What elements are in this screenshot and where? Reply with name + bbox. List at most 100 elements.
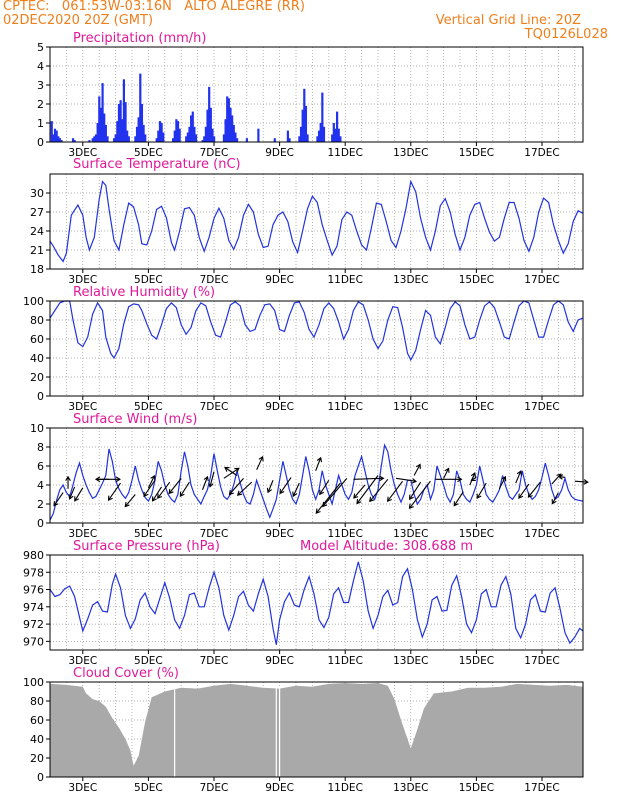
- precip-bar: [273, 138, 276, 142]
- wind-arrow: [443, 468, 450, 479]
- precip-bar: [142, 124, 145, 142]
- wind-arrow-head: [124, 502, 130, 508]
- precip-bar: [319, 123, 322, 142]
- precip-bar: [126, 130, 129, 142]
- temp-frame: [49, 173, 584, 270]
- precip-xtick-label: 11DEC: [327, 147, 362, 159]
- precip-bar: [336, 111, 339, 142]
- wind-arrow: [353, 484, 366, 499]
- precip-bar: [224, 119, 227, 142]
- precip-ytick-label: 1: [37, 117, 44, 130]
- wind-arrow-head: [411, 478, 418, 484]
- wind-xtick-label: 13DEC: [393, 528, 428, 540]
- pres-plot-area: [50, 555, 583, 650]
- cloud-panel: [46, 681, 584, 781]
- precip-bar: [194, 134, 198, 142]
- pres-title: Surface Pressure (hPa): [73, 539, 220, 554]
- rh-xtick-label: 3DEC: [68, 401, 97, 413]
- wind-arrow-head: [65, 475, 71, 481]
- wind-xtick-label: 9DEC: [265, 528, 294, 540]
- wind-arrow-head: [266, 487, 273, 494]
- wind-arrow-head: [527, 492, 533, 498]
- pres-panel: [46, 554, 584, 654]
- cloud-xtick-label: 11DEC: [327, 782, 362, 794]
- wind-arrow-head: [501, 475, 507, 482]
- wind-arrow: [229, 477, 244, 495]
- precip-bar: [93, 136, 96, 142]
- precip-bar: [114, 134, 117, 142]
- wind-arrow-head: [208, 482, 214, 488]
- wind-arrow: [237, 481, 253, 496]
- precip-bar: [106, 136, 109, 142]
- precip-bar: [140, 104, 144, 142]
- wind-plot-area: [50, 428, 583, 523]
- rh-xtick-label: 11DEC: [327, 401, 362, 413]
- wind-arrow-head: [279, 488, 285, 495]
- precip-bar: [304, 105, 308, 142]
- wind-arrow: [476, 482, 487, 499]
- temp-xtick-label: 9DEC: [265, 274, 294, 286]
- wind-arrow: [267, 480, 274, 493]
- precip-bar: [188, 126, 191, 142]
- wind-arrow-head: [470, 476, 476, 481]
- rh-ytick-label: 0: [37, 390, 44, 403]
- precip-bar: [52, 134, 55, 142]
- temp-plot-area: [50, 174, 583, 269]
- temp-xtick-label: 7DEC: [200, 274, 229, 286]
- pres-xtick-label: 15DEC: [459, 655, 494, 667]
- wind-arrow-head: [457, 476, 463, 483]
- precip-xtick-label: 9DEC: [265, 147, 294, 159]
- precip-bar: [321, 92, 324, 142]
- precip-ytick-label: 3: [37, 79, 44, 92]
- wind-arrow: [322, 477, 348, 507]
- rh-series-line: [49, 300, 584, 362]
- cloud-ytick-label: 100: [23, 676, 44, 689]
- precip-bar: [124, 102, 127, 142]
- precip-bar: [332, 123, 335, 142]
- precip-bar: [144, 134, 147, 142]
- pres-xtick-label: 9DEC: [265, 655, 294, 667]
- precip-bar: [257, 128, 260, 142]
- wind-arrow: [209, 471, 215, 487]
- header-location: CPTEC: 061:53W-03:16N ALTO ALEGRE (RR): [3, 0, 305, 14]
- wind-arrow-head: [444, 467, 450, 473]
- wind-arrow: [551, 492, 559, 504]
- precip-bar: [112, 138, 116, 142]
- wind-ytick-label: 4: [37, 479, 44, 492]
- precip-bar: [137, 117, 140, 142]
- precip-bar: [204, 126, 207, 142]
- wind-arrow: [168, 478, 182, 494]
- precip-bar: [232, 124, 235, 142]
- precip-bar: [96, 123, 99, 142]
- wind-arrow-head: [516, 470, 522, 476]
- temp-ytick-label: 27: [30, 206, 44, 219]
- wind-ytick-label: 6: [37, 460, 44, 473]
- wind-arrow-head: [150, 474, 156, 481]
- rh-xtick-label: 17DEC: [524, 401, 559, 413]
- wind-arrow: [157, 481, 171, 499]
- wind-arrow: [515, 470, 522, 484]
- wind-arrow-head: [143, 491, 149, 498]
- wind-xtick-label: 7DEC: [200, 528, 229, 540]
- precip-ytick-label: 4: [37, 60, 44, 73]
- precip-xtick-label: 15DEC: [459, 147, 494, 159]
- precip-bar: [158, 121, 162, 142]
- wind-ytick-label: 2: [37, 498, 44, 511]
- pres-frame: [49, 554, 584, 651]
- pres-xtick-label: 7DEC: [200, 655, 229, 667]
- precip-panel: [46, 46, 584, 146]
- header-datetime: 02DEC2020 20Z (GMT): [3, 13, 154, 28]
- wind-arrow: [224, 467, 238, 476]
- wind-arrow: [387, 480, 404, 502]
- cloud-xtick-label: 17DEC: [524, 782, 559, 794]
- precip-bar: [58, 138, 62, 142]
- pres-xtick-label: 11DEC: [327, 655, 362, 667]
- precip-bar: [301, 109, 304, 142]
- cloud-ytick-label: 40: [30, 733, 44, 746]
- rh-ytick-label: 40: [30, 352, 44, 365]
- precip-bar: [173, 130, 176, 142]
- wind-arrow-head: [203, 475, 209, 482]
- precip-bar: [231, 115, 234, 142]
- temp-xtick-label: 11DEC: [327, 274, 362, 286]
